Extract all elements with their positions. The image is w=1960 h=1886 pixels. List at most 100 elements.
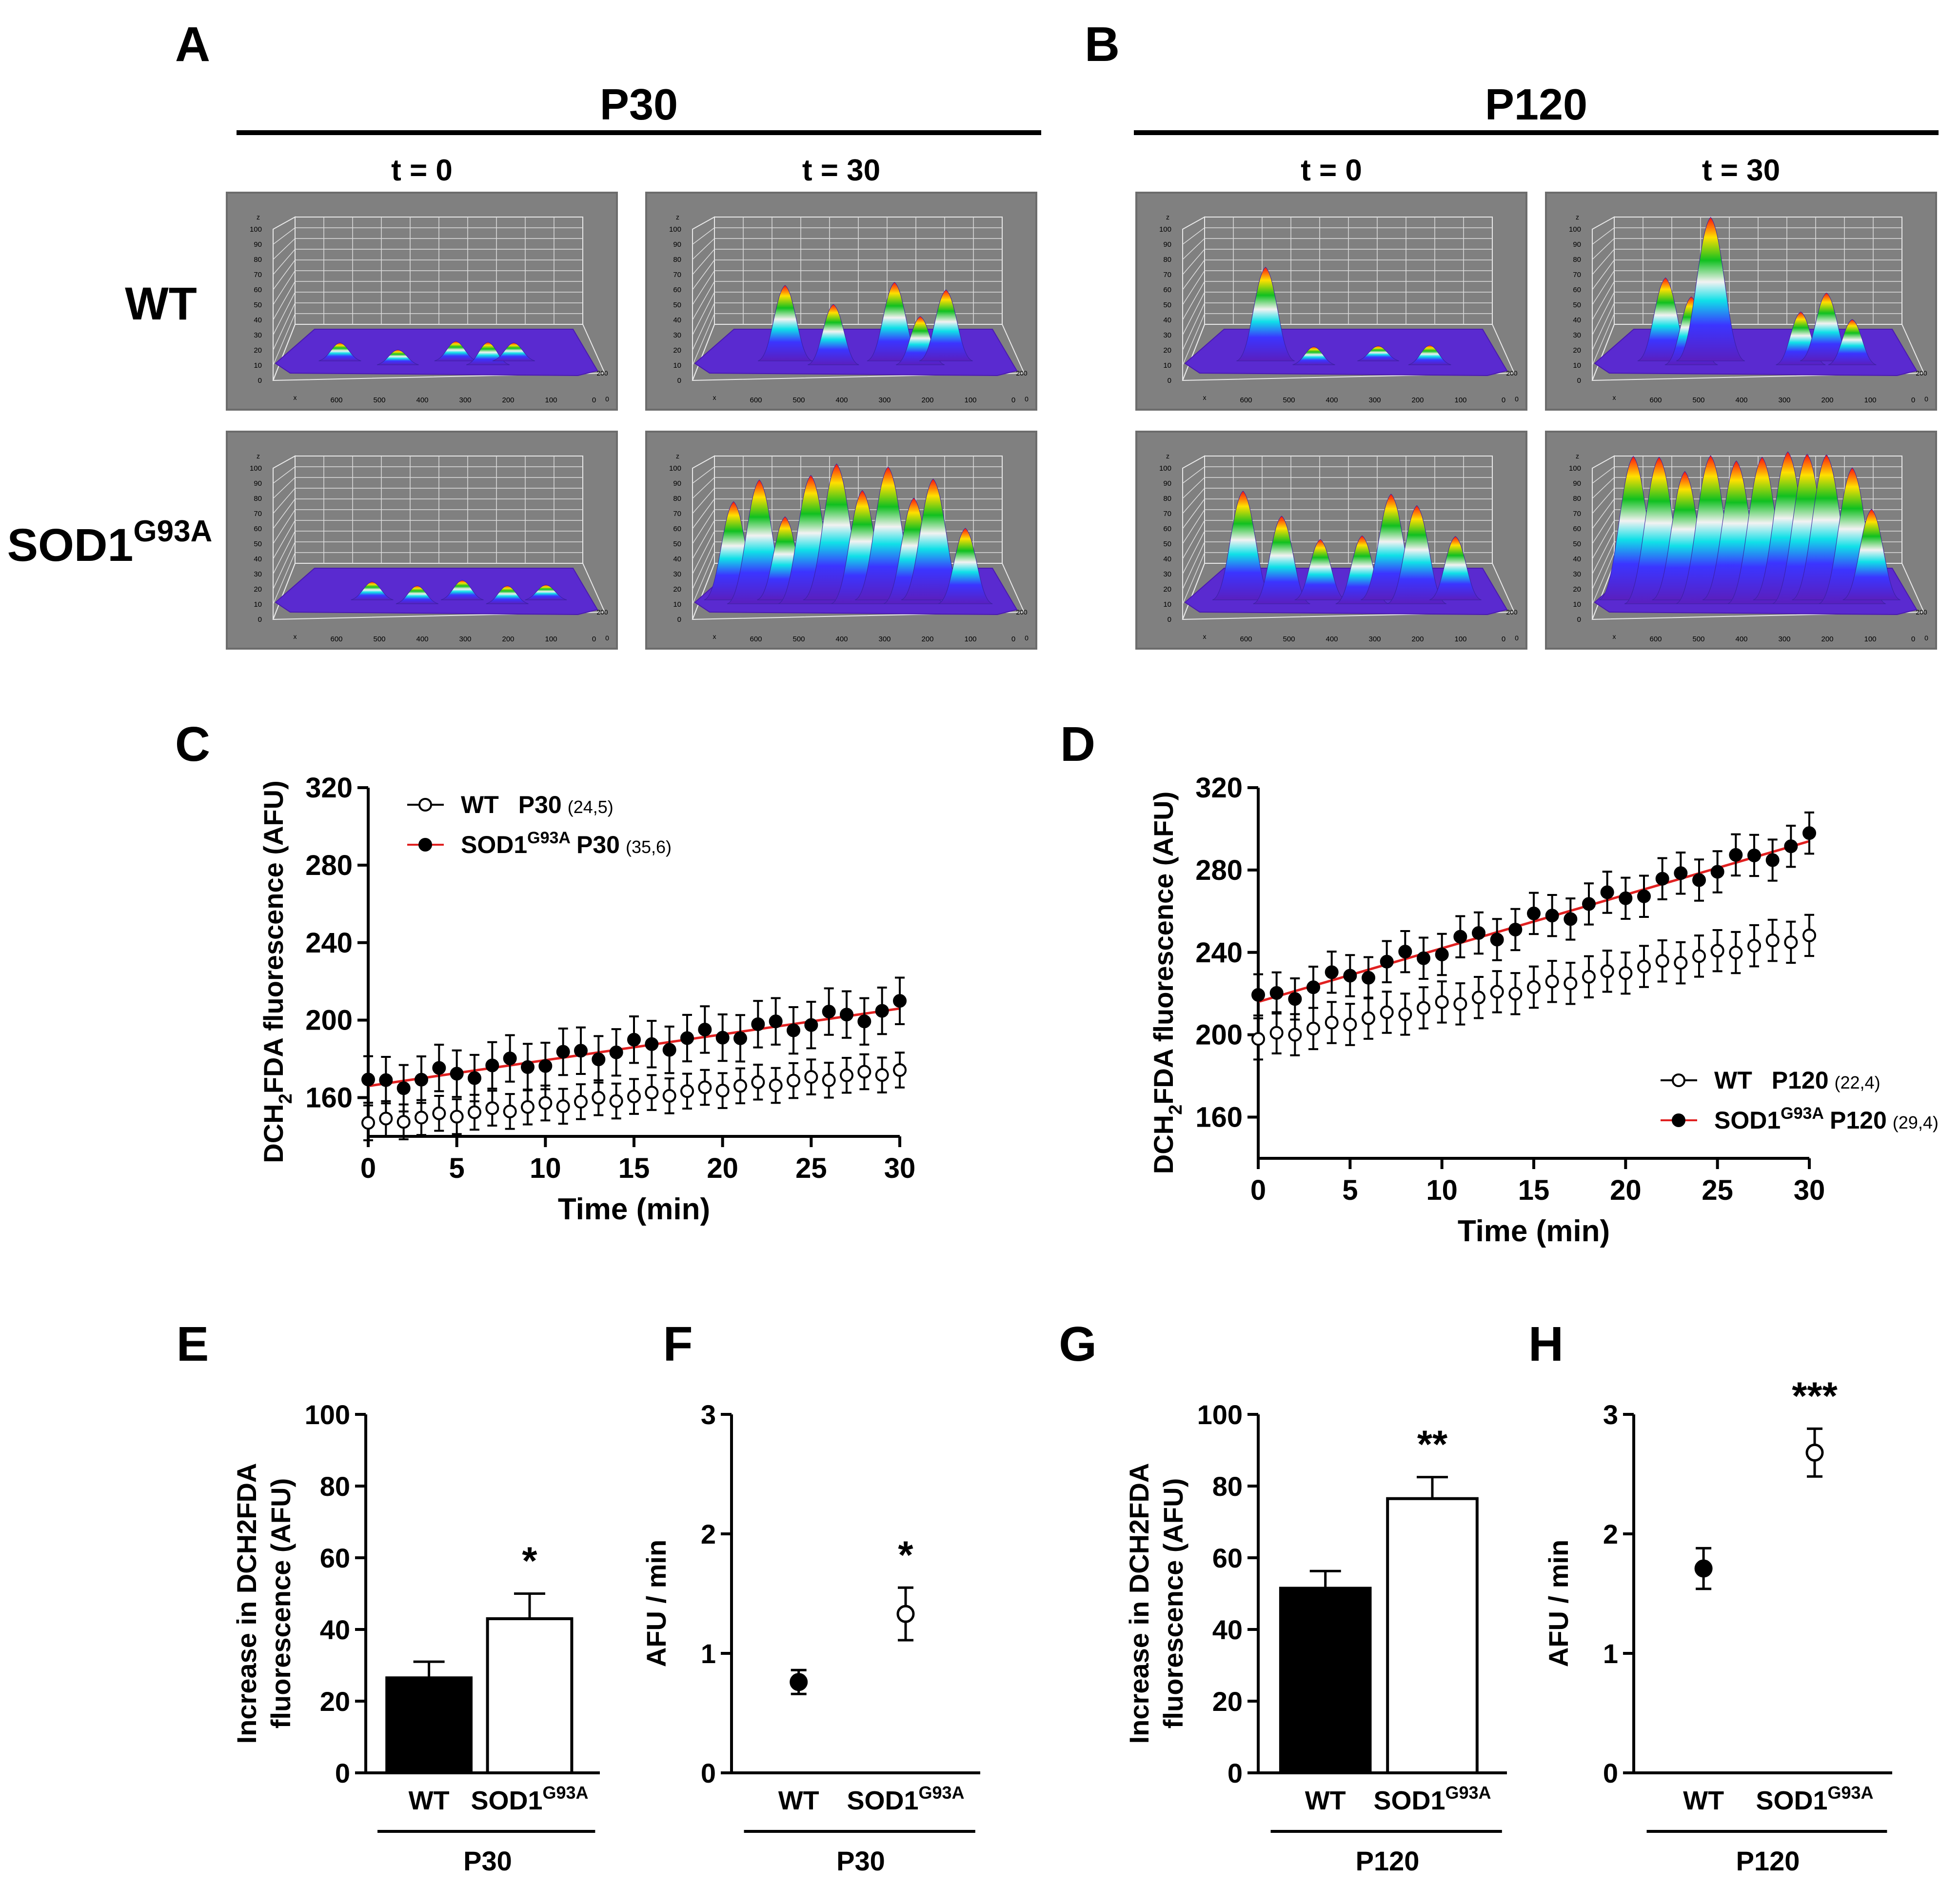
z-tick: 90 (254, 479, 262, 488)
z-tick: 100 (669, 225, 681, 234)
data-point (1343, 969, 1357, 983)
x-tick: 200 (502, 635, 514, 643)
ylabel-sub: 2 (276, 1093, 296, 1104)
depth-zero: 0 (1924, 634, 1928, 642)
data-point (1527, 980, 1541, 994)
data-point (1325, 1015, 1339, 1030)
grid-line (692, 270, 715, 305)
z-axis-label: z (257, 452, 260, 460)
y-tick-label: 1 (1603, 1638, 1618, 1669)
x-tick: 600 (330, 396, 342, 404)
x-tick: 100 (964, 635, 976, 643)
x-tick: 400 (416, 396, 428, 404)
y-axis-label: AFU / min (1543, 1540, 1574, 1667)
data-point (645, 1037, 659, 1051)
grid-line (273, 520, 296, 559)
z-axis-label: z (1166, 452, 1169, 460)
bar (486, 1617, 574, 1774)
col-title: t = 0 (391, 154, 453, 187)
x-category-wt: WT (778, 1786, 819, 1815)
grid-line (273, 541, 296, 590)
z-tick: 100 (1159, 225, 1171, 234)
surface-peak (919, 289, 973, 361)
data-point (432, 1061, 446, 1075)
surface-peak (486, 585, 529, 604)
grid-line (1592, 488, 1615, 514)
surface-peak (1236, 267, 1295, 361)
group-label: P120 (1356, 1846, 1420, 1876)
data-point (822, 1005, 836, 1019)
data-point (840, 1068, 853, 1082)
floor (1182, 324, 1515, 381)
grid-line (1182, 270, 1205, 305)
grid-line (1182, 227, 1205, 245)
significance-marker: ** (1417, 1423, 1448, 1466)
y-tick-label: 3 (701, 1399, 716, 1430)
legend-label: WT P120 (22,4) (1714, 1067, 1881, 1094)
z-tick: 50 (673, 540, 681, 548)
z-tick: 30 (673, 570, 681, 578)
data-point (503, 1052, 517, 1066)
legend-label: WT P30 (24,5) (461, 791, 614, 818)
x-tick: 500 (1283, 635, 1295, 643)
z-tick: 90 (673, 479, 681, 488)
col-title: t = 30 (802, 154, 880, 187)
z-tick: 100 (1159, 464, 1171, 473)
grid-line (1592, 281, 1615, 320)
data-point (1343, 1017, 1357, 1032)
summary-chart-E: 0 20 40 60 80 100 Increase in DCH2FDA fluoresce… (231, 1399, 600, 1876)
grid-line (1592, 509, 1615, 544)
data-point (1545, 909, 1559, 923)
z-tick: 100 (1569, 225, 1581, 234)
y-tick-label: 2 (701, 1519, 716, 1549)
x-tick: 0 (592, 396, 596, 404)
grid-line (1182, 466, 1205, 484)
grid-line (692, 552, 715, 605)
depth-label: 200 (1506, 369, 1518, 377)
z-tick: 50 (673, 301, 681, 309)
y-tick-label: 40 (1212, 1614, 1243, 1645)
x-axis-label: Time (min) (1458, 1214, 1610, 1248)
y-tick-label: 200 (1195, 1019, 1243, 1051)
data-point (627, 1032, 641, 1047)
data-point (1288, 992, 1302, 1006)
z-tick: 70 (1573, 510, 1581, 518)
surface-base (275, 329, 598, 377)
z-tick: 50 (1573, 540, 1581, 548)
x-axis-label: x (294, 394, 297, 401)
grid-line (273, 238, 296, 260)
ylabel-part: FDA fluorescence (AFU) (1148, 792, 1179, 1105)
legend-marker (1672, 1113, 1685, 1127)
data-point (875, 1068, 889, 1082)
surface-peak (1357, 345, 1399, 361)
z-tick: 40 (1163, 555, 1171, 563)
data-point (733, 1031, 747, 1045)
x-category-sod1: SOD1G93A (847, 1783, 964, 1815)
data-point (468, 1105, 481, 1119)
data-point (1637, 889, 1651, 903)
z-tick: 80 (1573, 495, 1581, 503)
x-tick: 200 (1411, 635, 1424, 643)
x-tick: 200 (1821, 635, 1833, 643)
z-tick: 50 (254, 301, 262, 309)
panel-letter-H: H (1528, 1317, 1564, 1371)
y-axis-label: DCH2FDA fluorescence (AFU) (258, 780, 296, 1163)
z-tick: 80 (673, 256, 681, 264)
x-axis-label: x (294, 633, 297, 640)
legend-n: (29,4) (1893, 1112, 1939, 1132)
z-tick: 50 (1163, 301, 1171, 309)
data-point (1269, 1026, 1284, 1040)
grid-line (273, 531, 296, 575)
data-point (1802, 928, 1816, 942)
depth-label: 200 (1916, 369, 1927, 377)
data-point (379, 1073, 393, 1087)
grid-line (1592, 313, 1615, 366)
z-tick: 100 (250, 464, 262, 473)
grid-line (273, 292, 296, 336)
data-point (1564, 912, 1578, 926)
floor (1591, 324, 1925, 381)
z-tick: 50 (1163, 540, 1171, 548)
